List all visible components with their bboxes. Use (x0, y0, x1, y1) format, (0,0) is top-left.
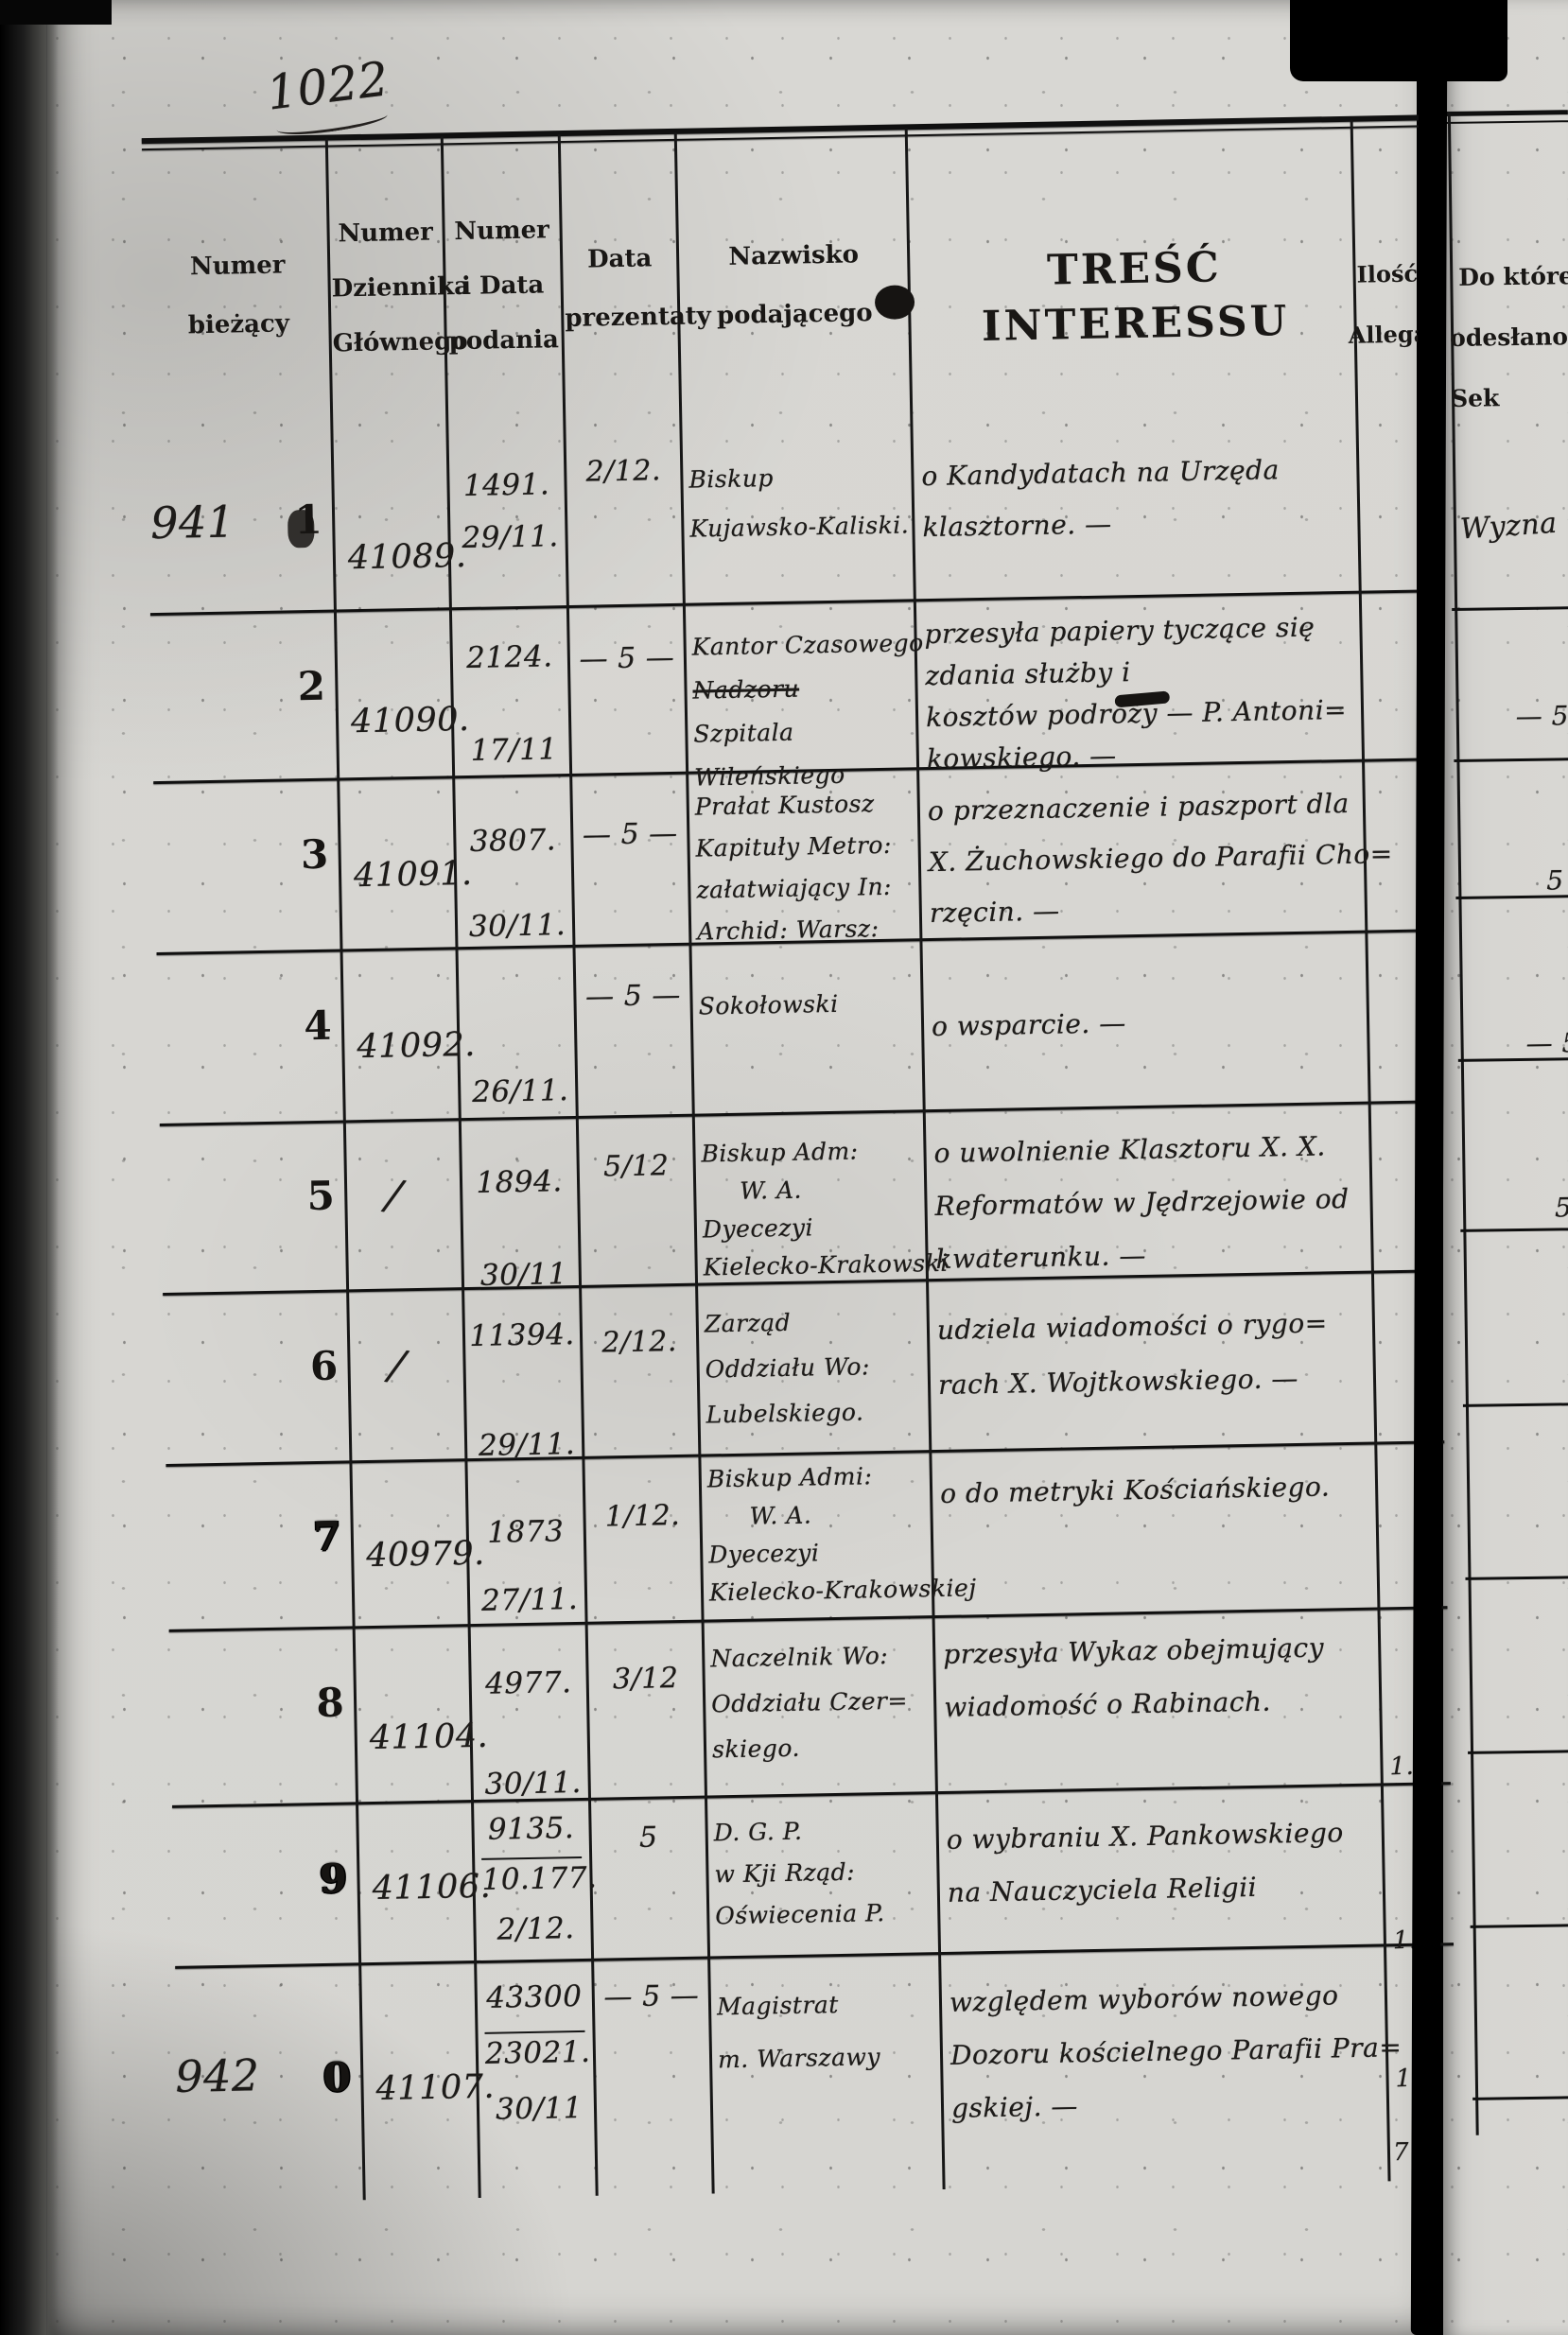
row-separator (1454, 758, 1568, 762)
ditto-mark: — 5 (1515, 700, 1568, 733)
table-top-rule-thin (1444, 120, 1568, 125)
film-black-top (1290, 0, 1507, 81)
table-top-rule (1444, 110, 1568, 117)
ditto-mark: — 5 (1525, 1027, 1568, 1059)
row-separator (1472, 2096, 1568, 2100)
row-separator (1468, 1750, 1568, 1754)
film-black-corner (0, 0, 112, 25)
section-note: Wyzna (1458, 506, 1559, 547)
film-black-left-edge (0, 0, 59, 2335)
row-separator (1465, 1576, 1568, 1580)
ditto-mark: 5 (1554, 1192, 1568, 1224)
row-separator (1460, 1228, 1568, 1232)
row-separator (1470, 1924, 1568, 1928)
ditto-mark: 5 (1545, 864, 1564, 897)
header-right-column: Do której odesłano Sek (1449, 262, 1568, 412)
left-page (47, 0, 1417, 2335)
row-separator (1462, 1403, 1568, 1407)
row-separator (1452, 606, 1568, 611)
